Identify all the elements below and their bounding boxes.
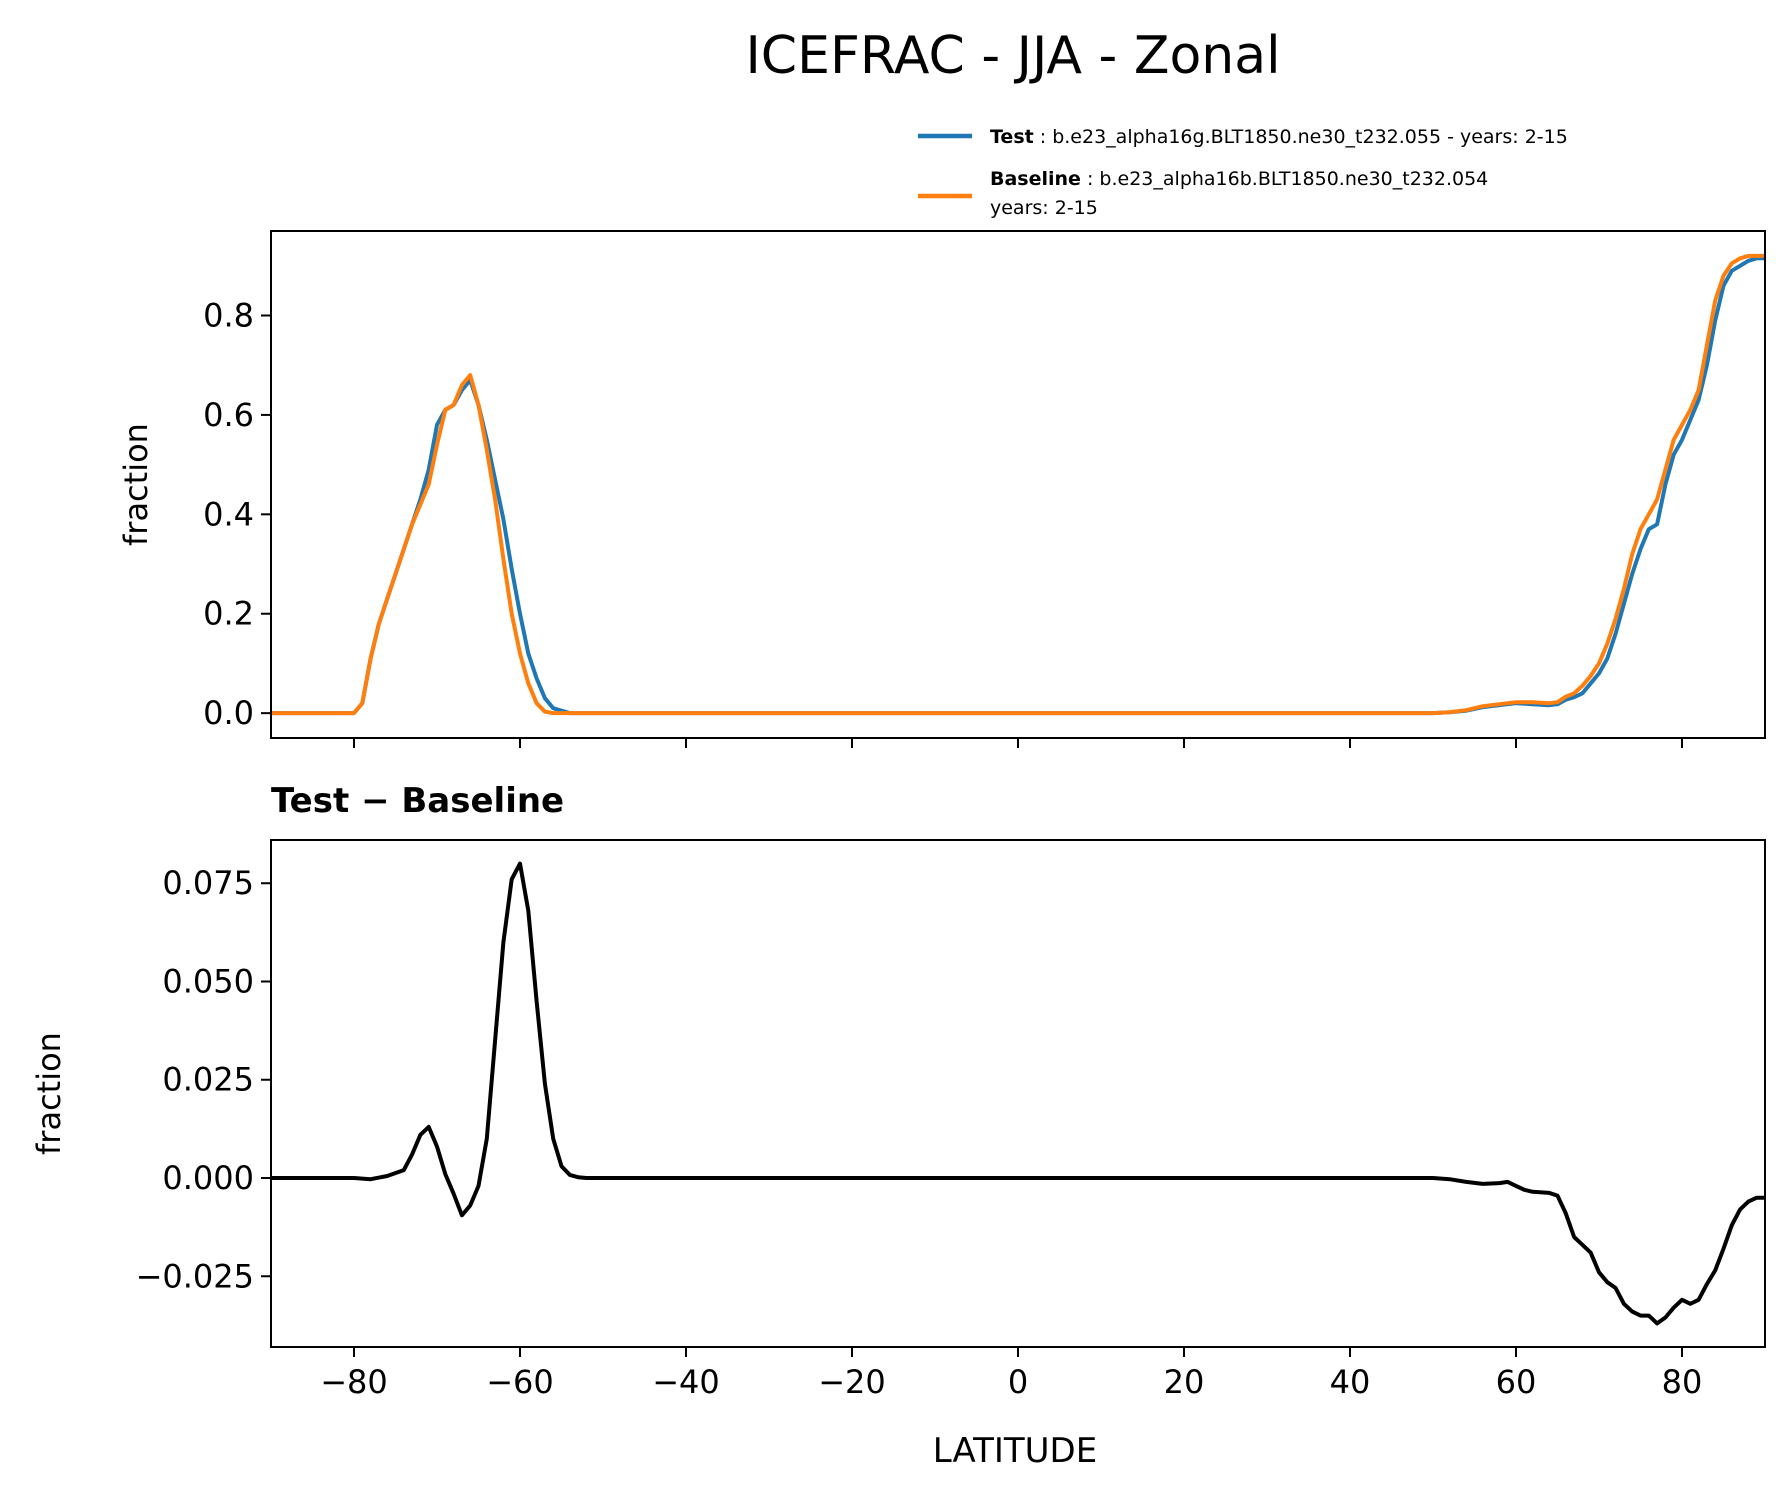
legend-name-test: Test <box>990 126 1034 148</box>
y-tick-label: 0.050 <box>162 962 254 1000</box>
x-tick-label: 80 <box>1662 1363 1703 1401</box>
y-tick-label: 0.0 <box>203 694 254 732</box>
x-tick-label: −80 <box>320 1363 388 1401</box>
bottom-panel-title: Test − Baseline <box>271 781 564 821</box>
top-panel: 0.0 0.2 0.4 0.6 0.8 fraction <box>117 230 1766 748</box>
legend-desc-baseline: : b.e23_alpha16b.BLT1850.ne30_t232.054 <box>1087 168 1488 190</box>
axes-frame <box>270 839 1766 1348</box>
y-tick-label: −0.025 <box>136 1257 254 1295</box>
x-tick-label: 20 <box>1164 1363 1205 1401</box>
x-tick-label: 0 <box>1008 1363 1028 1401</box>
y-tick-label: 0.2 <box>203 595 254 633</box>
legend-desc-test: : b.e23_alpha16g.BLT1850.ne30_t232.055 -… <box>1040 126 1568 148</box>
difference-series-line <box>271 861 1765 1326</box>
legend: Test : b.e23_alpha16g.BLT1850.ne30_t232.… <box>918 126 1568 219</box>
legend-label-baseline: Baseline : b.e23_alpha16b.BLT1850.ne30_t… <box>990 168 1488 190</box>
y-axis-label: fraction <box>30 1032 68 1155</box>
legend-desc-baseline-line2: years: 2-15 <box>990 197 1098 219</box>
y-axis-label: fraction <box>117 423 155 546</box>
figure-title: ICEFRAC - JJA - Zonal <box>745 26 1280 86</box>
x-tick-label: 60 <box>1496 1363 1537 1401</box>
legend-label-test: Test : b.e23_alpha16g.BLT1850.ne30_t232.… <box>990 126 1568 148</box>
y-tick-label: 0.000 <box>162 1159 254 1197</box>
y-tick-label: 0.025 <box>162 1061 254 1099</box>
series-line-test <box>271 256 1765 716</box>
y-tick-label: 0.075 <box>162 864 254 902</box>
y-tick-label: 0.6 <box>203 396 254 434</box>
x-tick-label: 40 <box>1330 1363 1371 1401</box>
x-tick-label: −20 <box>818 1363 886 1401</box>
x-tick-label: −60 <box>486 1363 554 1401</box>
series-line-baseline <box>271 253 1765 716</box>
y-tick-label: 0.4 <box>203 495 254 533</box>
legend-name-baseline: Baseline <box>990 168 1081 190</box>
bottom-panel: −0.025 0.000 0.025 0.050 0.075 −80 −60 −40 −20 0 2… <box>30 839 1766 1401</box>
y-tick-label: 0.8 <box>203 297 254 335</box>
x-tick-label: −40 <box>652 1363 720 1401</box>
x-axis-label: LATITUDE <box>933 1431 1097 1471</box>
